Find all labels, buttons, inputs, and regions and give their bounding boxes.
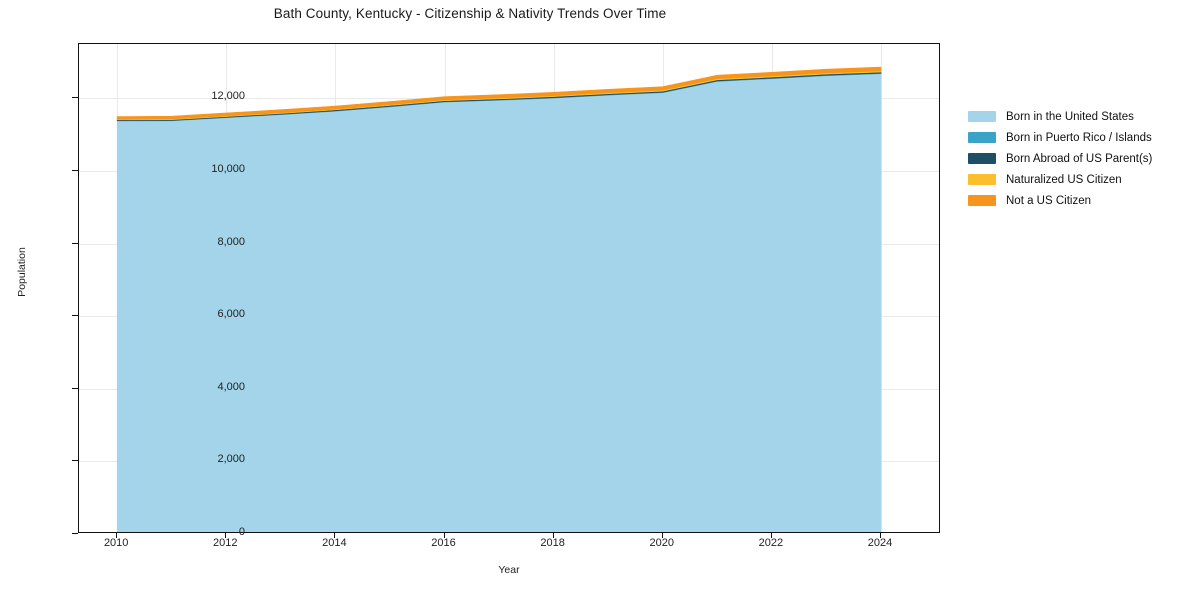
y-axis-tick-label: 12,000 bbox=[211, 90, 245, 103]
x-axis-tick-mark bbox=[879, 533, 881, 538]
y-axis-tick-label: 8,000 bbox=[217, 235, 245, 248]
legend-swatch-icon bbox=[968, 174, 996, 185]
x-axis-tick-label: 2016 bbox=[431, 537, 456, 549]
y-axis-tick-mark bbox=[72, 97, 78, 99]
x-axis-tick-mark bbox=[225, 533, 227, 538]
y-axis-tick-mark bbox=[72, 533, 78, 534]
y-axis-tick-mark bbox=[72, 242, 78, 244]
x-axis-tick-mark bbox=[116, 533, 118, 538]
x-axis-tick-label: 2022 bbox=[758, 537, 784, 549]
legend-item-label: Born in Puerto Rico / Islands bbox=[1006, 131, 1152, 144]
gridline-vertical bbox=[880, 44, 882, 532]
legend-item-label: Naturalized US Citizen bbox=[1006, 173, 1122, 186]
stacked-area-series bbox=[116, 66, 882, 532]
plot-area bbox=[78, 43, 940, 533]
legend-item-label: Born Abroad of US Parent(s) bbox=[1006, 152, 1153, 165]
x-axis-tick-mark bbox=[661, 533, 663, 538]
y-axis-tick-mark bbox=[72, 460, 78, 462]
y-axis-tick-label: 10,000 bbox=[211, 163, 245, 176]
legend-item[interactable]: Born Abroad of US Parent(s) bbox=[968, 148, 1183, 169]
chart-legend: Born in the United States Born in Puerto … bbox=[968, 106, 1183, 211]
chart-title: Bath County, Kentucky - Citizenship & Na… bbox=[273, 6, 667, 21]
y-axis-tick-label: 6,000 bbox=[217, 308, 245, 321]
legend-item[interactable]: Naturalized US Citizen bbox=[968, 169, 1183, 190]
x-axis-tick-label: 2018 bbox=[540, 537, 565, 549]
x-axis-tick-mark bbox=[770, 533, 772, 538]
x-axis-tick-mark bbox=[443, 533, 445, 538]
legend-swatch-icon bbox=[968, 153, 996, 164]
x-axis-tick-label: 2020 bbox=[649, 537, 674, 549]
legend-item[interactable]: Born in the United States bbox=[968, 106, 1183, 127]
legend-item[interactable]: Not a US Citizen bbox=[968, 190, 1183, 211]
y-axis-tick-mark bbox=[72, 315, 78, 317]
area-series-not-a-us-citizen bbox=[116, 66, 882, 120]
x-axis-tick-mark bbox=[552, 533, 554, 538]
y-axis-tick-mark bbox=[72, 170, 78, 172]
legend-item-label: Not a US Citizen bbox=[1006, 194, 1092, 207]
y-axis-label: Population bbox=[16, 247, 28, 297]
y-axis-tick-mark bbox=[72, 387, 78, 389]
x-axis-tick-label: 2014 bbox=[322, 537, 347, 549]
legend-swatch-icon bbox=[968, 132, 996, 143]
y-axis-tick-label: 2,000 bbox=[217, 453, 245, 466]
x-axis-tick-mark bbox=[334, 533, 336, 538]
y-axis-tick-label: 4,000 bbox=[217, 380, 245, 393]
y-axis-tick-label: 0 bbox=[238, 526, 245, 538]
x-axis-label: Year bbox=[498, 564, 520, 576]
plot-inner bbox=[79, 44, 939, 532]
legend-item-label: Born in the United States bbox=[1006, 110, 1134, 123]
x-axis-tick-label: 2024 bbox=[867, 537, 893, 549]
legend-swatch-icon bbox=[968, 111, 996, 122]
legend-swatch-icon bbox=[968, 195, 996, 206]
legend-item[interactable]: Born in Puerto Rico / Islands bbox=[968, 127, 1183, 148]
x-axis-tick-label: 2012 bbox=[213, 537, 238, 549]
x-axis-tick-label: 2010 bbox=[103, 537, 129, 549]
